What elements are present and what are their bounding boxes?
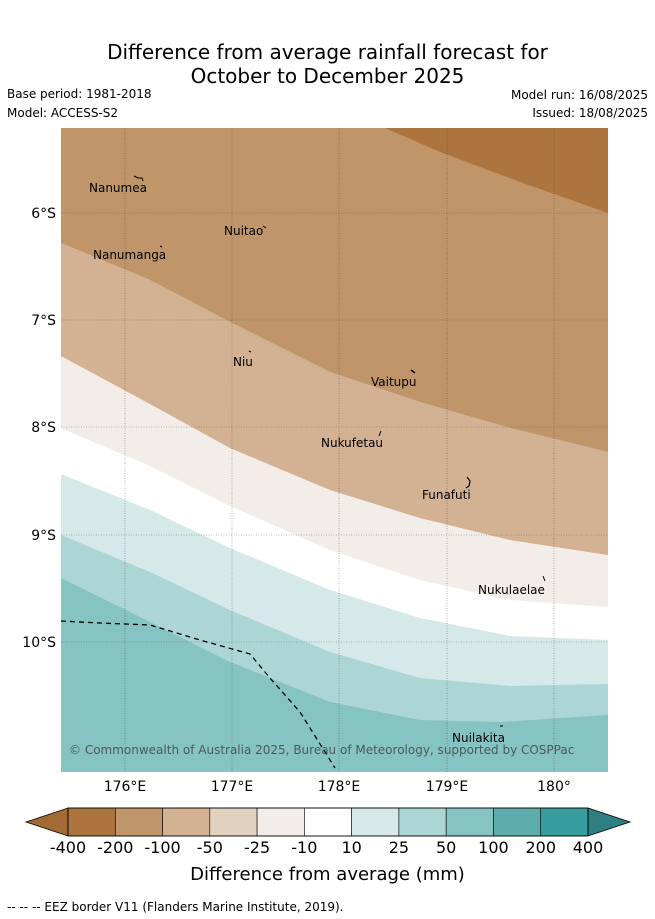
band-neg200-neg100 bbox=[385, 128, 608, 213]
colorbar-swatch bbox=[398, 807, 447, 837]
longitude-label: 180° bbox=[537, 779, 571, 795]
copyright-notice: © Commonwealth of Australia 2025, Bureau… bbox=[69, 743, 574, 757]
latitude-label: 7°S bbox=[31, 313, 56, 329]
island-shape-nukufetau bbox=[378, 430, 382, 437]
longitude-label: 176°E bbox=[104, 779, 147, 795]
island-shape-vaitupu bbox=[410, 369, 416, 374]
colorbar-title: Difference from average (mm) bbox=[190, 864, 465, 885]
model-name: Model: ACCESS-S2 bbox=[7, 106, 119, 120]
colorbar-tick-label: 10 bbox=[341, 838, 361, 857]
colorbar-tick-label: -400 bbox=[50, 838, 86, 857]
island-shape-funafuti bbox=[465, 476, 471, 489]
latitude-label: 6°S bbox=[31, 206, 56, 222]
rainfall-map: 6°S 7°S 8°S 9°S 10°S 176°E 177°E 178°E 179°E 180… bbox=[22, 128, 632, 857]
contour-bands bbox=[61, 128, 608, 772]
colorbar-swatch bbox=[256, 807, 305, 837]
island-label-nukufetau: Nukufetau bbox=[321, 436, 383, 450]
colorbar: -400 -200 -100 -50 -25 -10 10 25 50 100 200 400 bbox=[24, 807, 632, 857]
colorbar-swatch bbox=[114, 807, 163, 837]
colorbar-under-arrow bbox=[24, 807, 69, 837]
colorbar-tick-label: -100 bbox=[144, 838, 180, 857]
island-label-nukulaelae: Nukulaelae bbox=[478, 583, 545, 597]
gridlines bbox=[61, 128, 608, 772]
island-label-funafuti: Funafuti bbox=[422, 488, 471, 502]
colorbar-swatch bbox=[445, 807, 494, 837]
colorbar-swatches bbox=[67, 807, 589, 837]
island-shape-niu bbox=[248, 350, 252, 353]
colorbar-tick-label: -10 bbox=[291, 838, 317, 857]
colorbar-tick-label: 200 bbox=[525, 838, 556, 857]
colorbar-tick-label: -50 bbox=[197, 838, 223, 857]
eez-legend-note: -- -- -- EEZ border V11 (Flanders Marine… bbox=[7, 900, 344, 914]
colorbar-over-arrow bbox=[587, 807, 632, 837]
longitude-label: 178°E bbox=[318, 779, 361, 795]
colorbar-swatch bbox=[493, 807, 542, 837]
island-shape-nuitao bbox=[262, 225, 267, 229]
latitude-label: 10°S bbox=[22, 635, 56, 651]
longitude-label: 177°E bbox=[211, 779, 254, 795]
colorbar-swatch bbox=[351, 807, 400, 837]
eez-border-line bbox=[61, 620, 336, 769]
base-period: Base period: 1981-2018 bbox=[7, 87, 152, 101]
colorbar-tick-label: 400 bbox=[573, 838, 604, 857]
colorbar-tick-label: -200 bbox=[97, 838, 133, 857]
colorbar-swatch bbox=[304, 807, 352, 837]
longitude-labels: 176°E 177°E 178°E 179°E 180° bbox=[104, 779, 571, 795]
colorbar-outline bbox=[67, 807, 589, 837]
title-line-2: October to December 2025 bbox=[190, 64, 465, 88]
island-label-nanumanga: Nanumanga bbox=[93, 248, 166, 262]
colorbar-tick-labels: -400 -200 -100 -50 -25 -10 10 25 50 100 200 400 bbox=[50, 838, 603, 857]
island-shape-nukulaelae bbox=[542, 575, 546, 582]
island-label-nuitao: Nuitao bbox=[224, 224, 263, 238]
island-markers: Nanumea Nuitao Nanumanga Niu Vaitupu Nuk… bbox=[89, 175, 546, 745]
longitude-label: 179°E bbox=[426, 779, 469, 795]
colorbar-tick-label: -25 bbox=[244, 838, 270, 857]
colorbar-tick-label: 100 bbox=[478, 838, 509, 857]
band-neg50-neg25 bbox=[61, 243, 608, 555]
issued-date: Issued: 18/08/2025 bbox=[532, 106, 648, 120]
title-line-1: Difference from average rainfall forecas… bbox=[107, 40, 548, 64]
island-label-vaitupu: Vaitupu bbox=[371, 375, 417, 389]
colorbar-tick-label: 50 bbox=[436, 838, 456, 857]
island-label-nanumea: Nanumea bbox=[89, 181, 147, 195]
latitude-label: 9°S bbox=[31, 528, 56, 544]
latitude-label: 8°S bbox=[31, 420, 56, 436]
map-title: Difference from average rainfall forecas… bbox=[0, 40, 655, 88]
colorbar-swatch bbox=[209, 807, 258, 837]
colorbar-swatch bbox=[67, 807, 116, 837]
island-shape-nanumea bbox=[133, 175, 144, 182]
model-run: Model run: 16/08/2025 bbox=[510, 88, 648, 102]
colorbar-swatch bbox=[162, 807, 211, 837]
band-neg100-neg50-fill bbox=[61, 128, 608, 452]
latitude-labels: 6°S 7°S 8°S 9°S 10°S bbox=[22, 206, 56, 651]
colorbar-tick-label: 25 bbox=[389, 838, 409, 857]
colorbar-swatch bbox=[540, 807, 589, 837]
island-shape-nanumanga bbox=[159, 245, 163, 248]
island-label-niu: Niu bbox=[233, 355, 253, 369]
island-label-nuilakita: Nuilakita bbox=[452, 731, 505, 745]
